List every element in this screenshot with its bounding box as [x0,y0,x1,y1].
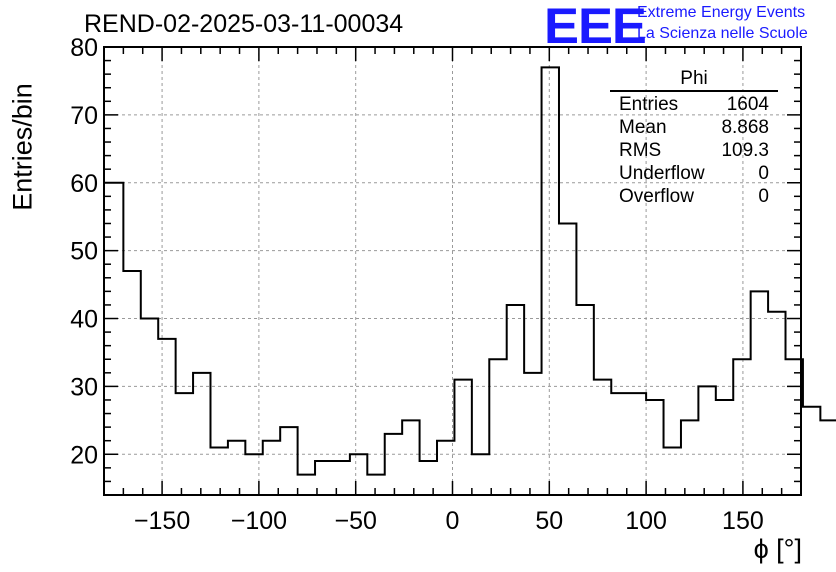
x-tick-label: −100 [231,507,287,535]
stats-label: RMS [619,140,662,161]
x-axis-label: ϕ [°] [753,534,802,564]
stats-value: 8.868 [721,117,769,138]
stats-divider [610,90,778,92]
stats-label: Underflow [619,163,705,184]
x-tick-label: 150 [722,507,764,535]
stats-row-entries: Entries 1604 [610,93,778,116]
logo-caption-line1: Extreme Energy Events [637,4,806,21]
stats-title: Phi [680,68,708,89]
stats-row-rms: RMS 109.3 [610,139,778,162]
stats-value: 1604 [726,94,769,115]
y-tick-label: 60 [70,170,98,198]
eee-logo: EEE [544,0,647,54]
stats-row-overflow: Overflow 0 [610,185,778,208]
y-tick-label: 50 [70,238,98,266]
stats-row-mean: Mean 8.868 [610,116,778,139]
y-axis-label-wrapper: Entries/bin [4,83,42,211]
stats-label: Mean [619,117,667,138]
y-tick-label: 20 [70,441,98,469]
plot-title: REND-02-2025-03-11-00034 [84,10,404,38]
y-axis-label: Entries/bin [7,83,38,211]
stats-label: Entries [619,94,679,115]
y-tick-label: 30 [70,373,98,401]
histogram-line [104,66,836,476]
x-tick-label: 100 [625,507,667,535]
logo-caption-line2: La Scienza nelle Scuole [637,25,808,42]
stats-value: 109.3 [721,140,769,161]
x-tick-label: 50 [535,507,563,535]
stats-box: Phi Entries 1604 Mean 8.868 RMS 109.3 Un… [610,68,778,208]
y-tick-label: 70 [70,102,98,130]
stats-value: 0 [758,163,769,184]
x-tick-label: 0 [446,507,460,535]
x-tick-label: −150 [134,507,190,535]
stats-value: 0 [758,186,769,207]
stats-label: Overflow [619,186,694,207]
x-tick-label: −50 [334,507,376,535]
y-tick-label: 80 [70,34,98,62]
stats-row-underflow: Underflow 0 [610,162,778,185]
y-tick-label: 40 [70,306,98,334]
plot-frame [103,46,802,496]
